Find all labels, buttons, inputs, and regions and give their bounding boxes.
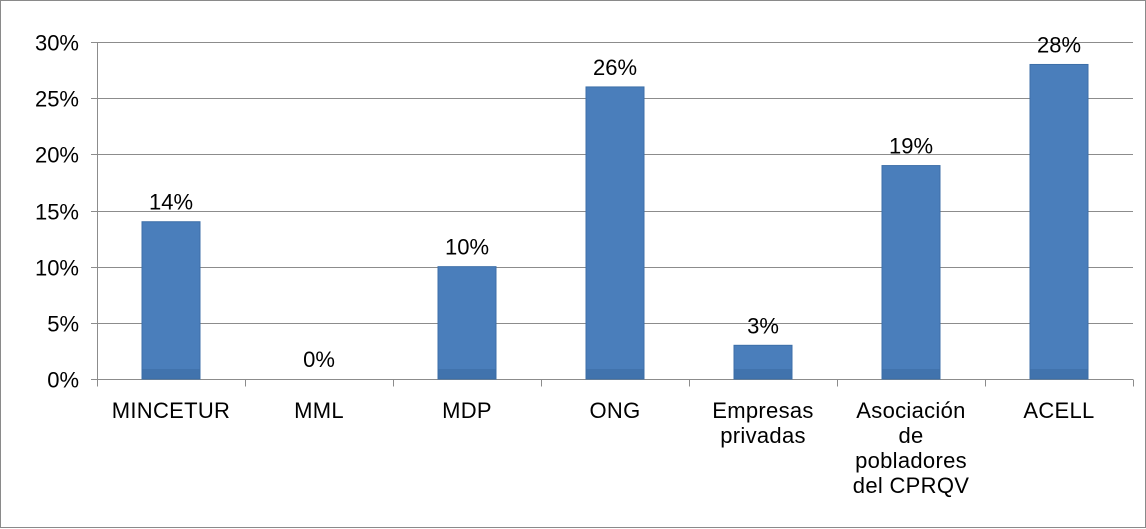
y-tick-label: 25% [35,87,79,112]
x-tick-label: MML [294,398,344,423]
x-tick-label: Asociación de pobladores del CPRQV [853,398,969,498]
bar-base-shade [438,369,496,379]
bar [141,221,201,380]
x-tick-label-line: pobladores [855,448,967,473]
y-tick-label: 0% [47,368,79,393]
data-label: 3% [747,313,779,338]
bar [1029,63,1089,380]
y-tick-label: 20% [35,143,79,168]
data-label: 10% [445,235,489,260]
x-tick-label-line: Empresas [712,398,813,423]
data-label: 19% [889,134,933,159]
x-tick-label: MDP [442,398,492,423]
x-tick-label-line: privadas [720,423,806,448]
data-label: 14% [149,190,193,215]
bar [881,165,941,380]
bar-base-shade [882,369,940,379]
y-tick-label: 15% [35,200,79,225]
bar-base-shade [734,369,792,379]
x-tick-label-line: Asociación [856,398,965,423]
bar [585,86,645,380]
y-tick-label: 5% [47,312,79,337]
x-tick-label-line: MDP [442,398,492,423]
x-tick-label-line: MINCETUR [112,398,231,423]
data-label: 0% [303,347,335,372]
bar [437,266,497,380]
data-label: 28% [1037,32,1081,57]
bar-base-shade [142,369,200,379]
bar-base-shade [1030,369,1088,379]
y-tick-label: 30% [35,31,79,56]
x-tick-label-line: ACELL [1023,398,1094,423]
x-tick-label: Empresas privadas [712,398,813,448]
x-tick-label-line: de [898,423,923,448]
bar-base-shade [586,369,644,379]
x-tick-label-line: MML [294,398,344,423]
y-tick-label: 10% [35,256,79,281]
x-tick-label-line: del CPRQV [853,473,969,498]
x-tick-label-line: ONG [589,398,640,423]
x-tick-label: ACELL [1023,398,1094,423]
data-label: 26% [593,55,637,80]
x-tick-label: MINCETUR [112,398,231,423]
x-tick-label: ONG [589,398,640,423]
